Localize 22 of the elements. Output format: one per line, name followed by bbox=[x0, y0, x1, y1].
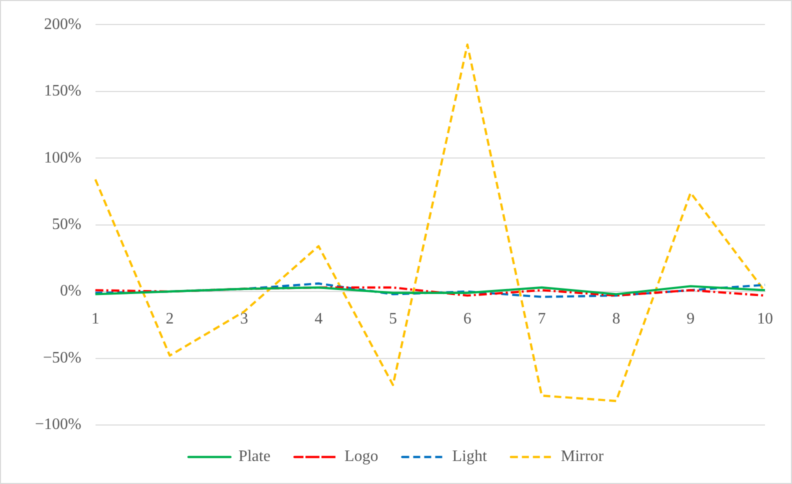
x-tick-label: 3 bbox=[240, 310, 248, 328]
y-tick-label: 100% bbox=[44, 149, 82, 166]
legend-label: Mirror bbox=[560, 448, 604, 466]
legend-label: Light bbox=[452, 448, 488, 466]
x-tick-label: 10 bbox=[757, 310, 773, 328]
x-tick-label: 4 bbox=[314, 310, 323, 328]
x-tick-label: 6 bbox=[463, 310, 472, 328]
x-tick-label: 2 bbox=[166, 310, 174, 328]
x-tick-label: 1 bbox=[91, 310, 100, 328]
x-tick-label: 7 bbox=[538, 310, 546, 328]
y-tick-label: −100% bbox=[34, 416, 82, 434]
y-tick-label: −50% bbox=[42, 349, 82, 366]
legend-label: Logo bbox=[344, 448, 378, 466]
x-tick-label: 9 bbox=[686, 310, 695, 328]
line-series bbox=[94, 282, 766, 298]
x-tick-label: 8 bbox=[612, 310, 620, 328]
y-tick-label: 150% bbox=[44, 82, 82, 100]
y-tick-label: 0% bbox=[60, 282, 82, 300]
y-tick-label: 50% bbox=[52, 216, 82, 234]
x-tick-label: 5 bbox=[388, 310, 397, 328]
y-tick-label: 200% bbox=[44, 16, 82, 33]
legend-label: Plate bbox=[238, 448, 270, 466]
